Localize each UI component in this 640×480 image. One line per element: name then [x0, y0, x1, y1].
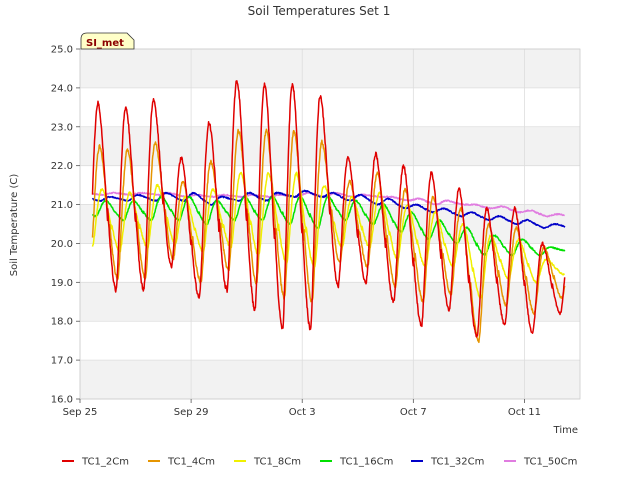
- x-tick-label: Sep 29: [174, 407, 209, 418]
- y-tick-label: 24.0: [51, 83, 73, 94]
- y-tick-label: 19.0: [51, 278, 73, 289]
- legend-item-tc1-32cm: TC1_32Cm: [411, 457, 484, 468]
- legend-label: TC1_2Cm: [81, 457, 129, 468]
- legend-label: TC1_4Cm: [167, 457, 215, 468]
- x-tick-label: Sep 25: [63, 407, 98, 418]
- legend-label: TC1_50Cm: [523, 457, 577, 468]
- y-axis-label: Soil Temperature (C): [9, 174, 20, 277]
- y-tick-label: 17.0: [51, 356, 73, 367]
- x-tick-label: Oct 11: [508, 407, 541, 418]
- plot-frame: [79, 48, 581, 400]
- legend-item-tc1-4cm: TC1_4Cm: [148, 457, 215, 468]
- axes-layer: 16.0 17.0 18.0 19.0 20.0 21.0 22.0 23.0 24.0 25.0…: [51, 45, 581, 418]
- plot-background: [79, 48, 580, 400]
- y-tick-label: 25.0: [51, 45, 73, 56]
- legend-label: TC1_32Cm: [430, 457, 484, 468]
- legend-item-tc1-50cm: TC1_50Cm: [504, 457, 577, 468]
- site-badge: SI_met: [80, 32, 135, 50]
- legend-item-tc1-8cm: TC1_8Cm: [234, 457, 301, 468]
- chart-title: Soil Temperatures Set 1: [248, 4, 391, 18]
- grid-band: [80, 49, 580, 88]
- legend: TC1_2Cm TC1_4Cm TC1_8Cm TC1_16Cm TC1_32Cm TC1…: [62, 457, 577, 468]
- legend-item-tc1-16cm: TC1_16Cm: [320, 457, 393, 468]
- legend-label: TC1_16Cm: [339, 457, 393, 468]
- grid-band: [80, 126, 580, 166]
- legend-item-tc1-2cm: TC1_2Cm: [62, 457, 129, 468]
- grid-band: [80, 282, 580, 322]
- grid-band: [80, 360, 580, 399]
- y-tick-label: 21.0: [51, 200, 73, 211]
- y-tick-label: 23.0: [51, 122, 73, 133]
- badge-shape: [80, 32, 135, 50]
- series-layer: [91, 80, 566, 344]
- y-tick-label: 18.0: [51, 317, 73, 328]
- y-tick-label: 16.0: [51, 395, 73, 406]
- y-tick-label: 22.0: [51, 161, 73, 172]
- y-tick-label: 20.0: [51, 239, 73, 250]
- x-tick-label: Oct 3: [289, 407, 316, 418]
- x-tick-label: Oct 7: [400, 407, 427, 418]
- x-axis-label: Time: [553, 425, 578, 436]
- badge-label: SI_met: [86, 38, 124, 49]
- legend-label: TC1_8Cm: [253, 457, 301, 468]
- series-line-tc1-2cm: [91, 80, 566, 338]
